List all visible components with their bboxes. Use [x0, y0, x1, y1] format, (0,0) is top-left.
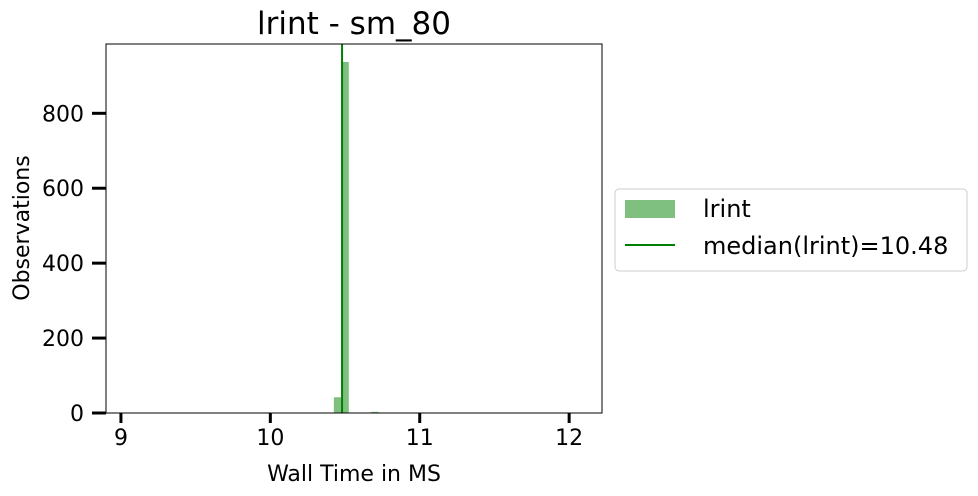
x-tick-label-3: 12: [555, 426, 583, 451]
x-axis-ticks: 9 10 11 12: [114, 413, 583, 451]
histogram-bars: [333, 61, 379, 414]
x-tick-label-2: 11: [406, 426, 434, 451]
y-tick-label-4: 800: [42, 102, 84, 127]
legend-frame: [614, 188, 968, 272]
y-tick-label-1: 200: [42, 327, 84, 352]
legend-label-median: median(lrint)=10.48: [703, 232, 948, 260]
y-axis-ticks: 0 200 400 600 800: [42, 102, 106, 427]
legend-swatch-lrint: [625, 200, 675, 218]
plot-background: [106, 44, 602, 413]
histogram-bar-1: [341, 61, 349, 414]
histogram-bar-2: [371, 411, 379, 413]
legend-label-lrint: lrint: [703, 195, 751, 223]
y-tick-label-3: 600: [42, 177, 84, 202]
histogram-bar-0: [333, 397, 342, 413]
y-tick-label-2: 400: [42, 252, 84, 277]
y-tick-label-0: 0: [70, 402, 84, 427]
x-axis-label: Wall Time in MS: [267, 462, 441, 487]
legend: lrint median(lrint)=10.48: [614, 188, 968, 272]
y-axis-label: Observations: [10, 155, 35, 300]
x-tick-label-1: 10: [256, 426, 284, 451]
x-tick-label-0: 9: [114, 426, 128, 451]
plot-frame: [105, 43, 603, 414]
chart-title: lrint - sm_80: [257, 6, 451, 42]
